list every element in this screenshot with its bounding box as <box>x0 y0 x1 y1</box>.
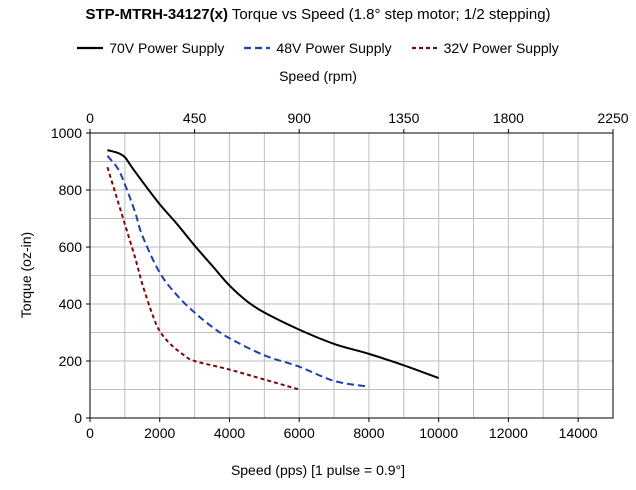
legend-label-48v: 48V Power Supply <box>276 40 392 56</box>
x2-tick-label: 900 <box>288 110 312 126</box>
y-tick-label: 0 <box>74 410 82 426</box>
x2-tick-label: 2250 <box>597 110 628 126</box>
legend-swatch-32v <box>411 46 438 50</box>
legend-swatch-70v <box>77 46 104 50</box>
series-line-70v <box>107 149 440 380</box>
chart-title-description: Torque vs Speed (1.8° step motor; 1/2 st… <box>227 6 551 23</box>
y-tick-label: 1000 <box>51 125 82 141</box>
y-tick-label: 800 <box>59 182 83 198</box>
x-tick-label: 8000 <box>353 425 384 441</box>
legend-swatch-48v <box>244 46 271 50</box>
chart-legend: 70V Power Supply 48V Power Supply 32V Po… <box>0 40 636 56</box>
x-tick-label: 0 <box>86 425 94 441</box>
x-tick-label: 14000 <box>559 425 598 441</box>
x2-tick-label: 450 <box>183 110 207 126</box>
series-line-32v <box>106 166 300 391</box>
y-tick-label: 600 <box>59 239 83 255</box>
x-tick-label: 10000 <box>419 425 458 441</box>
y-tick-label: 400 <box>59 296 83 312</box>
x2-tick-label: 0 <box>86 110 94 126</box>
x2-axis-title: Speed (rpm) <box>279 68 357 84</box>
x-tick-label: 2000 <box>144 425 175 441</box>
grid-lines <box>90 133 613 418</box>
x-tick-label: 4000 <box>214 425 245 441</box>
legend-item-70v: 70V Power Supply <box>77 40 224 56</box>
y-tick-label: 200 <box>59 353 83 369</box>
chart-title: STP-MTRH-34127(x) Torque vs Speed (1.8° … <box>0 6 636 23</box>
series-lines <box>106 149 440 391</box>
legend-label-70v: 70V Power Supply <box>109 40 225 56</box>
chart-title-model: STP-MTRH-34127(x) <box>85 6 228 23</box>
x2-tick-label: 1350 <box>388 110 419 126</box>
plot-frame <box>89 132 614 419</box>
x-axis-title: Speed (pps) [1 pulse = 0.9°] <box>230 462 406 478</box>
x-tick-label: 12000 <box>489 425 528 441</box>
legend-item-32v: 32V Power Supply <box>411 40 559 56</box>
series-line-48v <box>106 155 370 388</box>
x-tick-label: 6000 <box>284 425 315 441</box>
legend-item-48v: 48V Power Supply <box>244 40 392 56</box>
x2-tick-label: 1800 <box>493 110 524 126</box>
legend-label-32v: 32V Power Supply <box>443 40 559 56</box>
